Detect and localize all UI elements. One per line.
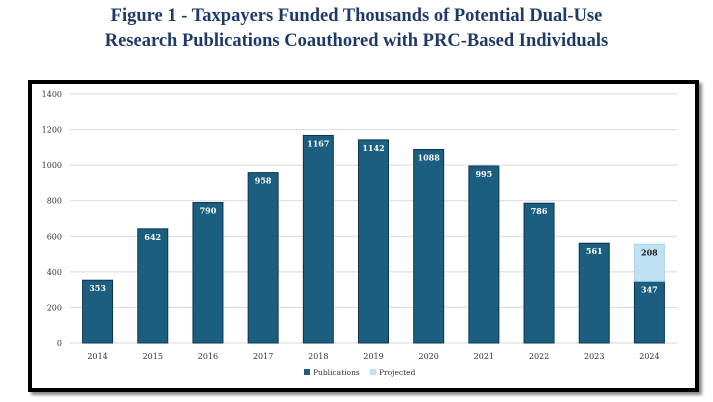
y-tick-label: 200 bbox=[47, 303, 62, 312]
x-tick-label: 2020 bbox=[419, 352, 439, 361]
bar-publications-2021 bbox=[468, 165, 500, 344]
x-tick-label: 2022 bbox=[529, 352, 549, 361]
data-label: 1142 bbox=[362, 143, 384, 153]
bar-publications-2022 bbox=[523, 202, 555, 344]
data-label: 353 bbox=[89, 283, 106, 293]
y-tick-label: 600 bbox=[47, 232, 62, 241]
data-label: 786 bbox=[531, 206, 548, 216]
bar-publications-2015 bbox=[137, 228, 169, 344]
data-label: 561 bbox=[586, 246, 603, 256]
data-label: 208 bbox=[641, 247, 658, 257]
data-label: 347 bbox=[641, 284, 658, 294]
y-tick-label: 400 bbox=[47, 268, 62, 277]
bar-publications-2019 bbox=[358, 139, 389, 344]
bar-publications-2014 bbox=[82, 279, 114, 344]
x-tick-label: 2023 bbox=[584, 352, 604, 361]
data-label: 958 bbox=[255, 176, 272, 186]
data-label: 642 bbox=[144, 232, 161, 242]
x-tick-label: 2015 bbox=[143, 352, 163, 361]
x-tick-label: 2014 bbox=[87, 352, 107, 361]
bar-projected-2024 bbox=[633, 243, 665, 282]
data-label: 1167 bbox=[307, 138, 329, 148]
data-label: 995 bbox=[476, 169, 493, 179]
bar-publications-2023 bbox=[578, 242, 610, 344]
y-tick-label: 1000 bbox=[42, 161, 62, 170]
x-tick-label: 2017 bbox=[253, 352, 273, 361]
x-tick-label: 2021 bbox=[474, 352, 494, 361]
bar-publications-2016 bbox=[192, 201, 224, 344]
title-line-1: Figure 1 - Taxpayers Funded Thousands of… bbox=[110, 6, 603, 26]
y-tick-label: 1400 bbox=[42, 90, 62, 99]
legend-label-projected: Projected bbox=[379, 368, 416, 377]
y-tick-label: 1200 bbox=[42, 126, 62, 135]
data-label: 1088 bbox=[418, 152, 441, 162]
data-label: 790 bbox=[200, 205, 217, 215]
title-line-2: Research Publications Coauthored with PR… bbox=[104, 31, 609, 51]
legend-swatch-projected bbox=[370, 369, 376, 375]
y-tick-label: 0 bbox=[57, 339, 62, 348]
x-tick-label: 2019 bbox=[363, 352, 383, 361]
y-tick-label: 800 bbox=[47, 197, 62, 206]
legend-swatch-publications bbox=[304, 369, 310, 375]
legend-label-publications: Publications bbox=[313, 368, 360, 377]
bar-publications-2017 bbox=[247, 172, 279, 344]
x-tick-label: 2018 bbox=[308, 352, 328, 361]
x-tick-label: 2024 bbox=[639, 352, 659, 361]
bar-publications-2020 bbox=[413, 148, 445, 344]
bar-publications-2018 bbox=[302, 134, 334, 344]
x-tick-label: 2016 bbox=[198, 352, 218, 361]
bar-publications-2024 bbox=[633, 280, 665, 344]
chart-title: Figure 1 - Taxpayers Funded Thousands of… bbox=[0, 4, 713, 54]
